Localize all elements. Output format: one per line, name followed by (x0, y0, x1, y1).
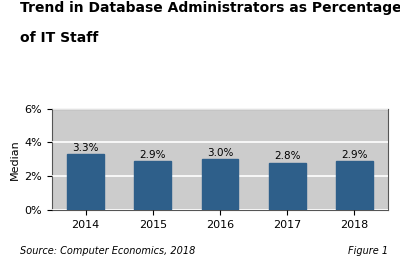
Text: 2.8%: 2.8% (274, 152, 300, 161)
Text: 2.9%: 2.9% (341, 150, 368, 160)
Text: 3.3%: 3.3% (72, 143, 99, 153)
Text: Figure 1: Figure 1 (348, 246, 388, 256)
Text: 3.0%: 3.0% (207, 148, 233, 158)
Text: of IT Staff: of IT Staff (20, 31, 98, 45)
Text: Trend in Database Administrators as Percentage: Trend in Database Administrators as Perc… (20, 1, 400, 15)
Text: Source: Computer Economics, 2018: Source: Computer Economics, 2018 (20, 246, 195, 256)
Y-axis label: Median: Median (10, 139, 20, 180)
Bar (202, 159, 238, 210)
Bar (336, 161, 373, 210)
Text: 2.9%: 2.9% (140, 150, 166, 160)
Bar (67, 154, 104, 210)
Bar (134, 161, 171, 210)
Bar (269, 163, 306, 210)
